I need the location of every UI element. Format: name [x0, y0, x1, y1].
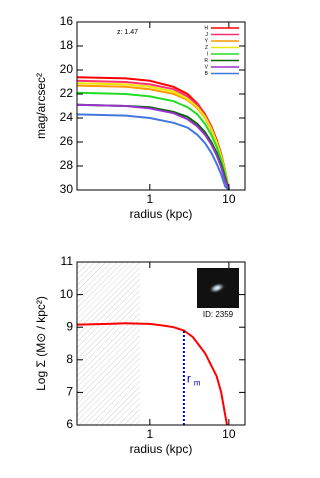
y-tick-label: 26	[60, 134, 74, 148]
data-line	[77, 322, 229, 425]
x-tick-label: 1	[146, 427, 153, 441]
shaded-region	[77, 262, 140, 425]
y-axis-label: mag/arcsec²	[34, 73, 48, 139]
annotation: z: 1.47	[117, 29, 138, 36]
data-line	[77, 91, 230, 190]
y-tick-label: 30	[60, 182, 74, 196]
axes-frame	[76, 261, 246, 426]
legend-label: I	[207, 51, 208, 57]
legend-label: B	[205, 71, 209, 77]
y-tick-label: 22	[60, 86, 74, 100]
y-axis-label: Log Σ (M⊙ / kpc²)	[34, 296, 48, 391]
y-tick-label: 11	[61, 254, 74, 268]
y-tick-label: 18	[60, 38, 74, 52]
data-line	[77, 103, 230, 190]
x-tick-label: 10	[222, 192, 236, 206]
x-tick-label: 10	[222, 427, 236, 441]
x-axis-label: radius (kpc)	[130, 207, 193, 221]
legend-label: V	[205, 64, 209, 70]
y-tick-label: 8	[66, 352, 73, 366]
rm-label: r	[187, 372, 191, 386]
axes-frame	[76, 21, 246, 191]
y-tick-label: 28	[60, 158, 74, 172]
legend-label: Y	[205, 38, 209, 44]
data-line	[77, 113, 230, 190]
inset-galaxy	[208, 282, 226, 294]
y-tick-label: 6	[66, 417, 73, 431]
y-tick-label: 24	[60, 110, 74, 124]
inset-label: ID: 2359	[203, 310, 234, 319]
legend-label: H	[204, 25, 208, 31]
y-tick-label: 20	[60, 62, 74, 76]
legend-label: J	[206, 32, 209, 38]
y-tick-label: 10	[60, 287, 74, 301]
y-tick-label: 7	[66, 385, 73, 399]
y-tick-label: 9	[66, 319, 73, 333]
y-tick-label: 16	[60, 14, 74, 28]
x-axis-label: radius (kpc)	[130, 442, 193, 456]
legend-label: R	[204, 58, 208, 64]
legend-label: Z	[205, 45, 208, 51]
rm-subscript: m	[194, 378, 201, 387]
plot-area	[77, 262, 229, 425]
plot-area	[77, 76, 230, 190]
x-tick-label: 1	[146, 192, 153, 206]
